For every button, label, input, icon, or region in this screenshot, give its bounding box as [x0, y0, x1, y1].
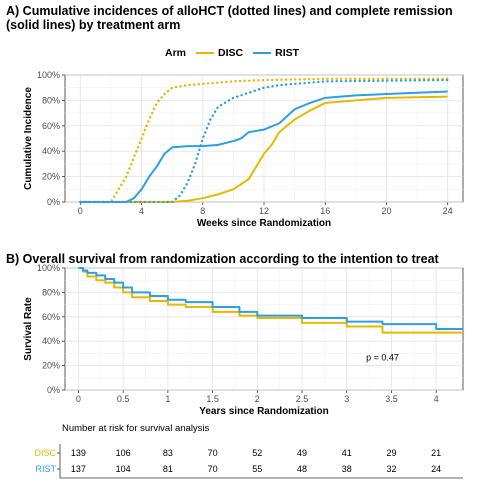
chart-a-xtick-label: 12 [259, 206, 269, 216]
chart-b-xtick-label: 3.5 [385, 394, 398, 404]
chart-b-xtick-label: 2.5 [296, 394, 309, 404]
risk-row-label-rist: RIST [35, 464, 56, 474]
chart-b-xtick-label: 2 [255, 394, 260, 404]
chart-b-xtick-label: 4 [434, 394, 439, 404]
risk-value: 70 [208, 448, 218, 458]
chart-a-ytick-label: 20% [42, 172, 60, 182]
chart-b-ytick-label: 40% [42, 336, 60, 346]
chart-b-annotation: p = 0.47 [366, 353, 399, 363]
legend-swatch-rist [253, 52, 272, 54]
chart-a-xtick-label: 0 [78, 206, 83, 216]
risk-value: 41 [342, 448, 352, 458]
chart-b-xtick-label: 0 [76, 394, 81, 404]
chart-a-ytick-label: 80% [42, 95, 60, 105]
chart-a-ytick-label: 60% [42, 121, 60, 131]
chart-b-xtick-label: 3 [344, 394, 349, 404]
legend-title: Arm [165, 47, 187, 59]
chart-a-series-rist-dotted [79, 78, 449, 204]
chart-b-ylabel: Survival Rate [23, 297, 34, 361]
risk-value: 81 [163, 464, 173, 474]
chart-b-xtick-label: 1 [165, 394, 170, 404]
chart-a-xtick-label: 20 [381, 206, 391, 216]
panel-a-title: A) Cumulative incidences of alloHCT (dot… [6, 4, 453, 32]
chart-b-series-rist [78, 267, 463, 330]
chart-a-xtick-label: 24 [443, 206, 453, 216]
risk-value: 83 [163, 448, 173, 458]
legend-item-disc: DISC [196, 47, 243, 59]
risk-value: 104 [116, 464, 131, 474]
chart-b-ytick-label: 20% [42, 361, 60, 371]
risk-value: 137 [71, 464, 86, 474]
chart-b-ytick-label: 0% [47, 385, 60, 395]
chart-a-series-disc-solid [80, 95, 448, 203]
risk-value: 24 [431, 464, 441, 474]
chart-a-xlabel: Weeks since Randomization [197, 218, 331, 229]
chart-a-ytick-label: 40% [42, 146, 60, 156]
chart-a-ytick-label: 0% [47, 197, 60, 207]
chart-b-ytick-label: 80% [42, 287, 60, 297]
risk-value: 49 [297, 448, 307, 458]
chart-a-series-disc-dotted [79, 77, 449, 204]
legend-swatch-disc [196, 52, 215, 54]
risk-table-title: Number at risk for survival analysis [62, 423, 210, 434]
chart-b-xlabel: Years since Randomization [199, 406, 329, 417]
risk-value: 52 [252, 448, 262, 458]
chart-a-ylabel: Cumulative Incidence [23, 87, 34, 190]
chart-b-xtick-label: 1.5 [206, 394, 219, 404]
chart-a-xtick-label: 16 [320, 206, 330, 216]
panel-b-title: B) Overall survival from randomization a… [6, 252, 439, 266]
risk-value: 55 [252, 464, 262, 474]
risk-value: 48 [297, 464, 307, 474]
chart-a-series-rist-solid [80, 90, 448, 203]
chart-a-ytick-label: 100% [37, 70, 60, 80]
chart-b-series-disc [78, 267, 463, 334]
risk-value: 21 [431, 448, 441, 458]
legend-label-disc: DISC [218, 47, 244, 59]
risk-value: 29 [386, 448, 396, 458]
risk-row-label-disc: DISC [34, 448, 56, 458]
chart-a-xtick-label: 8 [200, 206, 205, 216]
risk-value: 38 [342, 464, 352, 474]
risk-value: 139 [71, 448, 86, 458]
risk-value: 32 [386, 464, 396, 474]
risk-value: 70 [208, 464, 218, 474]
risk-value: 106 [116, 448, 131, 458]
chart-a-xtick-label: 4 [139, 206, 144, 216]
chart-b-ytick-label: 100% [37, 263, 60, 273]
chart-a-legend: Arm DISC RIST [165, 47, 299, 59]
legend-label-rist: RIST [275, 47, 300, 59]
legend-item-rist: RIST [253, 47, 299, 59]
chart-b-xtick-label: 0.5 [117, 394, 130, 404]
chart-b-ytick-label: 60% [42, 312, 60, 322]
